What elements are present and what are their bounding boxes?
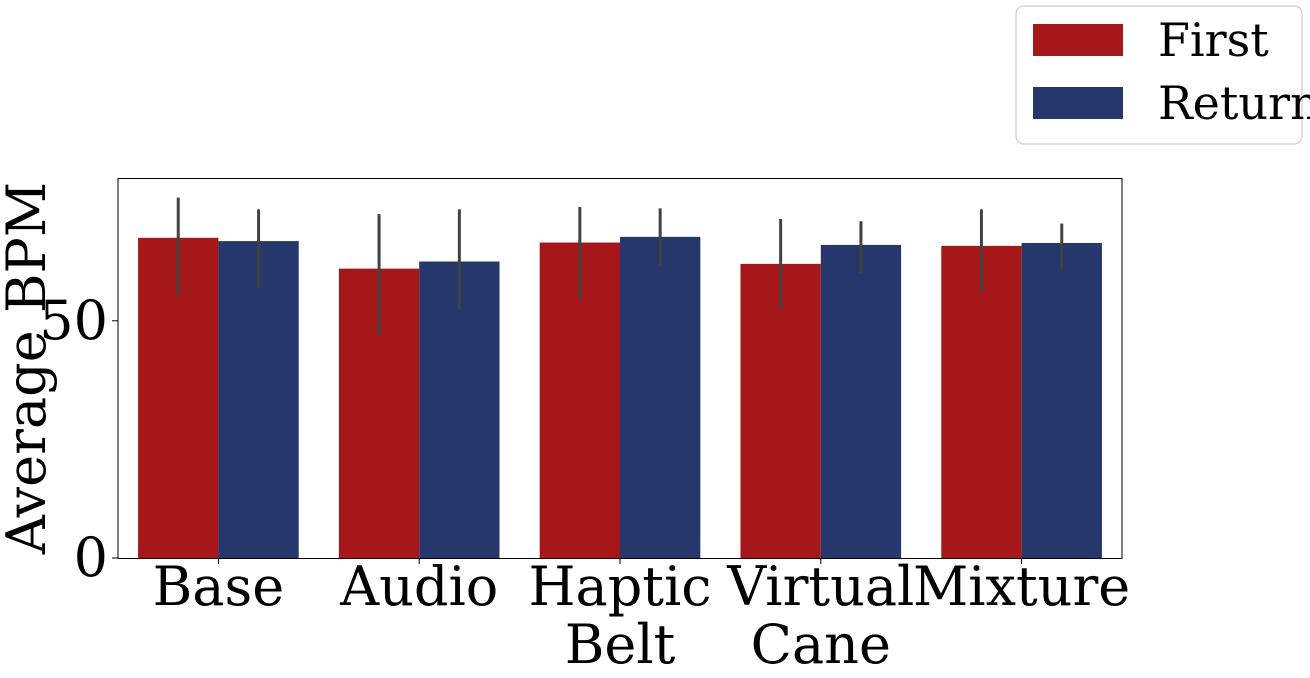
bar-return-4: [1021, 243, 1102, 558]
y-ticks: 0 50: [39, 289, 118, 589]
y-tick-label: 0: [74, 526, 108, 589]
bar-first-4: [941, 245, 1022, 558]
x-tick-label: Mixture: [913, 555, 1130, 618]
legend-swatch-return: [1033, 87, 1123, 119]
legend-swatch-first: [1033, 24, 1123, 56]
bar-first-3: [740, 263, 821, 558]
bar-return-2: [620, 236, 701, 558]
x-tick-label: Base: [153, 555, 285, 618]
error-bars-layer: [176, 197, 1064, 336]
y-tick-label: 50: [39, 289, 108, 352]
legend: First Return: [1015, 5, 1310, 145]
bar-return-0: [218, 241, 299, 558]
legend-label-return: Return: [1158, 76, 1310, 130]
bars-layer: [138, 236, 1102, 558]
bar-return-1: [419, 261, 500, 558]
x-tick-label: Virtual Cane: [726, 555, 914, 676]
x-tick-label: Haptic Belt: [528, 555, 711, 676]
y-axis-label: Average BPM: [0, 182, 58, 555]
legend-label-first: First: [1158, 13, 1269, 67]
x-tick-label: Audio: [339, 555, 498, 618]
bar-return-3: [820, 244, 902, 558]
